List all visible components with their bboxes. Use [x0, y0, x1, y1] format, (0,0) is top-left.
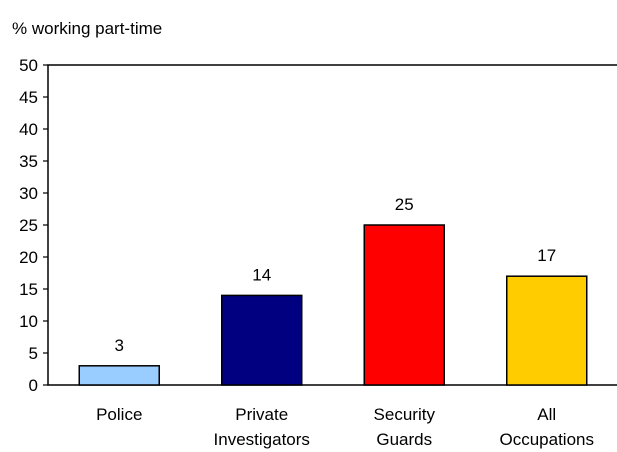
x-category-label-line: Guards	[376, 430, 432, 449]
y-tick-label: 15	[19, 280, 38, 299]
bar	[78, 365, 160, 386]
y-tick-label: 50	[19, 56, 38, 75]
bar	[363, 224, 445, 386]
x-category-label: All Occupations	[500, 405, 595, 449]
y-tick-label: 45	[19, 88, 38, 107]
y-tick-label: 30	[19, 184, 38, 203]
bar	[506, 275, 588, 386]
x-category-label: Police	[96, 405, 142, 424]
x-category-label: Security Guards	[374, 405, 436, 449]
data-labels: 3 14 25 17	[115, 195, 557, 355]
y-axis: 0 5 10 15 20 25 30 35 40 45 50	[19, 56, 48, 395]
x-category-label-line: Investigators	[214, 430, 310, 449]
bar-value-label: 3	[115, 336, 124, 355]
bar	[221, 294, 303, 386]
y-tick-label: 20	[19, 248, 38, 267]
bar-value-label: 25	[395, 195, 414, 214]
y-tick-label: 10	[19, 312, 38, 331]
x-category-label-line: Private	[235, 405, 288, 424]
y-tick-label: 0	[29, 376, 38, 395]
bar-series	[78, 224, 588, 386]
x-category-label-line: Police	[96, 405, 142, 424]
bar-value-label: 17	[537, 246, 556, 265]
y-tick-label: 25	[19, 216, 38, 235]
x-category-label-line: Security	[374, 405, 436, 424]
y-tick-label: 35	[19, 152, 38, 171]
bar-value-label: 14	[252, 265, 271, 284]
x-axis-category-labels: Police Private Investigators Security Guards…	[96, 405, 594, 449]
y-axis-title: % working part-time	[12, 19, 162, 38]
x-category-label: Private Investigators	[214, 405, 310, 449]
x-category-label-line: All	[537, 405, 556, 424]
y-tick-label: 40	[19, 120, 38, 139]
x-category-label-line: Occupations	[500, 430, 595, 449]
y-tick-label: 5	[29, 344, 38, 363]
